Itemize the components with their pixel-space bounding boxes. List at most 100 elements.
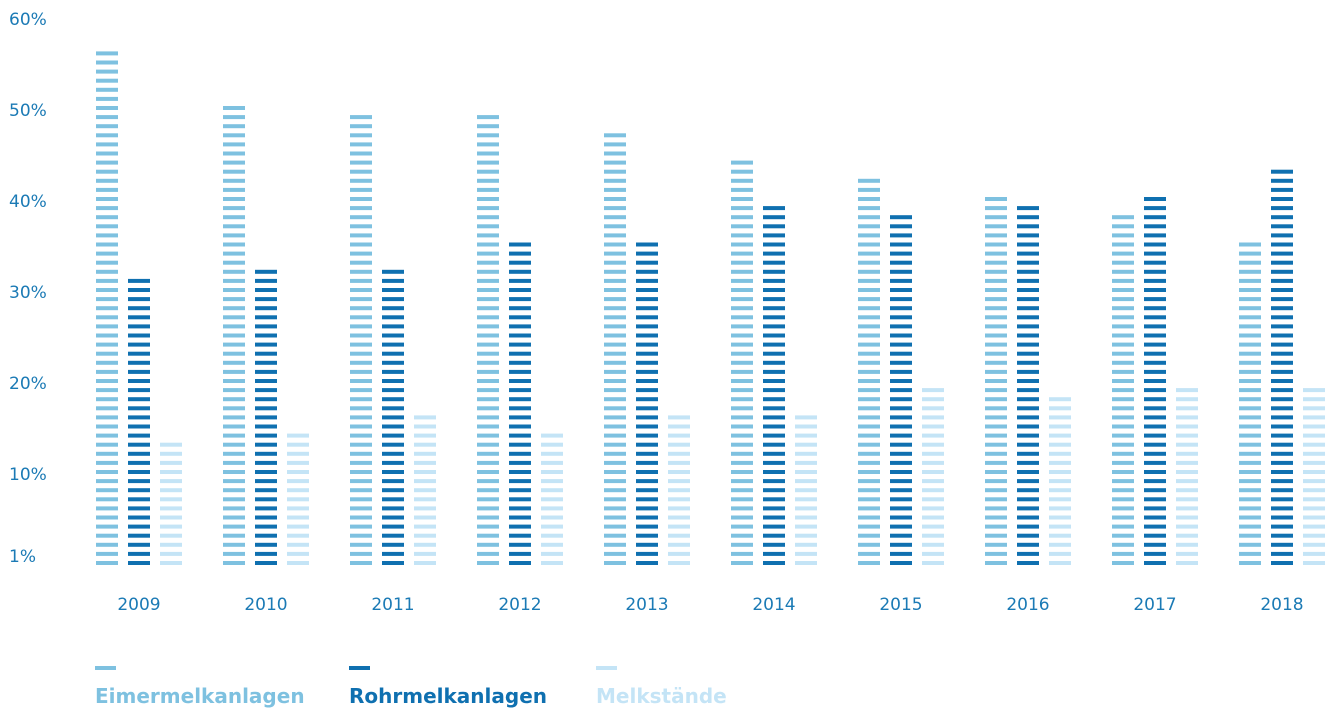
bar-stripe xyxy=(287,533,309,538)
bar-stripe xyxy=(1239,479,1261,484)
bar-stripe xyxy=(1239,497,1261,502)
bar-stripe xyxy=(636,269,658,274)
bar-stripe xyxy=(1303,424,1325,429)
bar-stripe xyxy=(731,424,753,429)
bar-stripe xyxy=(1144,542,1166,547)
bar-stripe xyxy=(1112,251,1134,256)
bar-2011-series-1 xyxy=(382,269,404,565)
bar-stripe xyxy=(985,515,1007,520)
bar-stripe xyxy=(985,470,1007,474)
bar-2016-series-1 xyxy=(1017,206,1039,565)
bar-stripe xyxy=(636,406,658,411)
bar-stripe xyxy=(985,251,1007,256)
bar-stripe xyxy=(128,406,150,411)
bar-stripe xyxy=(636,333,658,338)
bar-stripe xyxy=(636,324,658,329)
bar-stripe xyxy=(223,324,245,329)
bar-stripe xyxy=(509,315,531,320)
bar-stripe xyxy=(731,506,753,511)
bar-stripe xyxy=(223,133,245,138)
bar-stripe xyxy=(287,433,309,438)
bar-stripe xyxy=(223,106,245,110)
bar-stripe xyxy=(382,342,404,347)
bars xyxy=(96,51,1325,565)
bar-stripe xyxy=(985,524,1007,529)
bar-stripe xyxy=(255,397,277,402)
bar-stripe xyxy=(287,451,309,456)
bar-stripe xyxy=(223,479,245,484)
bar-stripe xyxy=(96,342,118,347)
x-tick-label: 2012 xyxy=(498,595,541,615)
bar-stripe xyxy=(477,542,499,547)
x-tick-label: 2010 xyxy=(244,595,287,615)
bar-stripe xyxy=(985,388,1007,393)
bar-stripe xyxy=(858,488,880,493)
bar-stripe xyxy=(382,515,404,520)
bar-stripe xyxy=(541,542,563,547)
bar-stripe xyxy=(96,233,118,238)
bar-stripe xyxy=(1239,551,1261,556)
bar-stripe xyxy=(96,460,118,465)
bar-stripe xyxy=(1017,251,1039,256)
bar-stripe xyxy=(509,415,531,420)
bar-stripe xyxy=(382,397,404,402)
bar-stripe xyxy=(509,260,531,265)
bar-stripe xyxy=(1144,451,1166,456)
bar-stripe xyxy=(382,451,404,456)
bar-stripe xyxy=(636,515,658,520)
bar-stripe xyxy=(890,506,912,511)
bar-stripe xyxy=(1239,306,1261,311)
bar-stripe xyxy=(350,351,372,356)
bar-stripe xyxy=(96,470,118,474)
bar-stripe xyxy=(890,369,912,374)
bar-stripe xyxy=(731,233,753,238)
bar-stripe xyxy=(731,388,753,393)
bar-stripe xyxy=(382,297,404,302)
bar-stripe xyxy=(1144,442,1166,447)
bar-stripe xyxy=(223,242,245,247)
bar-stripe xyxy=(350,115,372,120)
bar-stripe xyxy=(890,324,912,329)
x-axis: 2009 2010 2011 2012 2013 2014 2015 2016 2017 2018 xyxy=(117,595,1303,615)
bar-stripe xyxy=(350,187,372,192)
bar-stripe xyxy=(223,451,245,456)
bar-stripe xyxy=(223,288,245,292)
bar-stripe xyxy=(858,524,880,529)
bar-stripe xyxy=(1271,342,1293,347)
bar-stripe xyxy=(509,297,531,302)
bar-stripe xyxy=(763,415,785,420)
bar-stripe xyxy=(96,260,118,265)
bar-stripe xyxy=(1271,433,1293,438)
bar-stripe xyxy=(255,551,277,556)
bar-stripe xyxy=(350,151,372,156)
bar-2010-series-0 xyxy=(223,106,245,565)
legend-item-eimermelkanlagen: Eimermelkanlagen xyxy=(95,666,305,708)
bar-stripe xyxy=(1271,215,1293,220)
bar-2015-series-1 xyxy=(890,215,912,565)
bar-stripe xyxy=(922,451,944,456)
bar-stripe xyxy=(509,306,531,311)
bar-stripe xyxy=(1049,488,1071,493)
bar-stripe xyxy=(223,470,245,474)
bar-stripe xyxy=(1303,433,1325,438)
bar-stripe xyxy=(414,424,436,429)
bar-stripe xyxy=(763,451,785,456)
bar-stripe xyxy=(223,406,245,411)
x-tick-label: 2015 xyxy=(879,595,922,615)
bar-stripe xyxy=(763,206,785,211)
bar-stripe xyxy=(1239,278,1261,283)
bar-stripe xyxy=(763,333,785,338)
bar-stripe xyxy=(1112,342,1134,347)
bar-stripe xyxy=(350,288,372,292)
bar-stripe xyxy=(350,488,372,493)
bar-stripe xyxy=(858,460,880,465)
bar-2010-series-2 xyxy=(287,433,309,565)
bar-stripe xyxy=(223,351,245,356)
bar-stripe xyxy=(668,515,690,520)
bar-2011-series-0 xyxy=(350,115,372,565)
bar-stripe xyxy=(763,351,785,356)
bar-stripe xyxy=(1049,542,1071,547)
bar-stripe xyxy=(763,242,785,247)
bar-stripe xyxy=(1271,506,1293,511)
bar-stripe xyxy=(1112,488,1134,493)
